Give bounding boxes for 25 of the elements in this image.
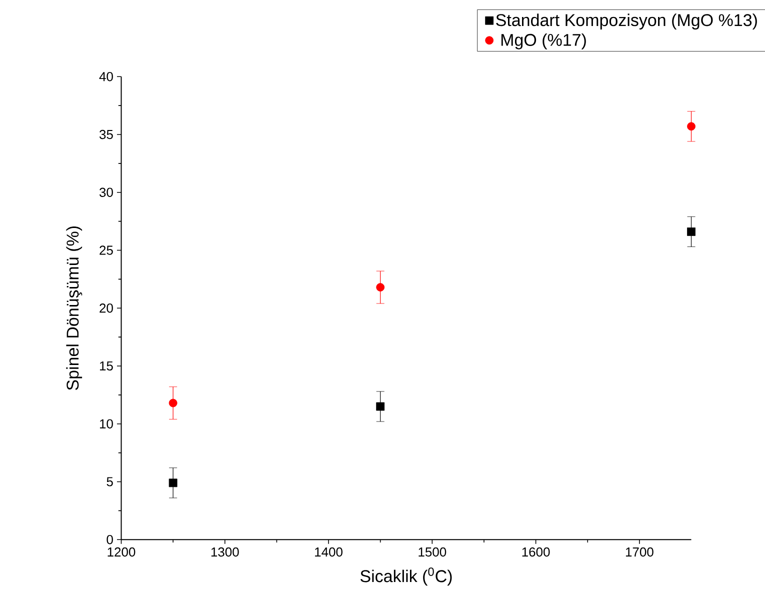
point xyxy=(376,402,385,411)
x-tick-label: 1700 xyxy=(626,547,654,557)
x-tick-label: 1400 xyxy=(315,547,342,557)
y-tick-label: 5 xyxy=(106,477,113,486)
y-tick-label: 20 xyxy=(100,304,113,313)
point xyxy=(168,398,178,408)
x-axis-title: Sicaklik ($^{0}$C) xyxy=(360,567,452,586)
legend-label: MgO (%17) xyxy=(501,33,586,50)
point xyxy=(687,228,696,236)
legend-label: Standart Kompozisyon (MgO %13) xyxy=(496,14,757,30)
x-tick-label: 1200 xyxy=(108,547,136,557)
y-tick-label: 10 xyxy=(100,419,113,428)
y-tick-label: 0 xyxy=(106,535,113,544)
point xyxy=(168,478,178,488)
y-tick-label: 40 xyxy=(99,72,113,82)
point xyxy=(687,122,696,131)
y-tick-label: 30 xyxy=(99,188,113,197)
point xyxy=(376,283,385,292)
x-tick-label: 1300 xyxy=(211,547,239,557)
x-tick-label: 1500 xyxy=(418,547,446,557)
x-tick-label: 1600 xyxy=(522,547,550,557)
y-tick-label: 25 xyxy=(100,246,113,255)
y-tick-label: 35 xyxy=(99,130,113,140)
y-axis-title: Spinel Dönüşümü (%) xyxy=(66,226,82,390)
y-tick-label: 15 xyxy=(100,361,113,371)
